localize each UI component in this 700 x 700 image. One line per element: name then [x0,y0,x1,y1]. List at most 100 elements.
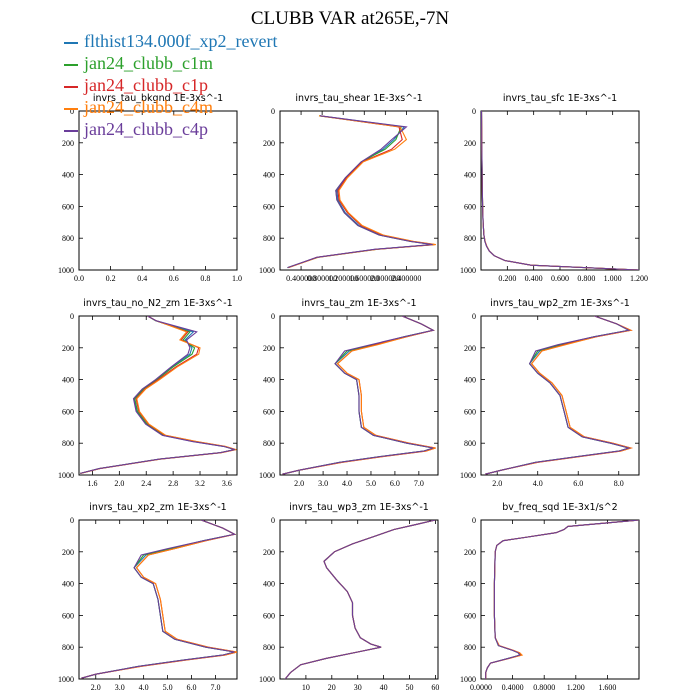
legend-item-3: jan24_clubb_c4m [64,96,277,118]
ytick-label-3-4: 800 [62,439,74,448]
ytick-label-2-0: 0 [472,107,476,116]
ytick-label-2-4: 800 [464,234,476,243]
panel-7: invrs_tau_wp3_zm 1E-3xs^-1 0 200 400 600 800 1… [259,502,439,692]
panel-title-5: invrs_tau_wp2_zm 1E-3xs^-1 [490,298,630,309]
panel-title-7: invrs_tau_wp3_zm 1E-3xs^-1 [289,502,429,513]
xtick-label-7-2: 30 [354,683,362,692]
xtick-label-4-5: 7.0 [414,479,424,488]
series-line-5-2 [484,316,633,475]
series-line-3-0 [80,316,236,474]
figure-title: CLUBB VAR at265E,-7N [250,8,450,29]
ytick-label-7-4: 800 [263,643,275,652]
series-line-2-2 [481,111,639,270]
xtick-label-5-1: 4.0 [533,479,543,488]
xtick-label-0-0: 0.0 [74,274,84,283]
ytick-label-0-2: 400 [62,171,74,180]
series-line-4-1 [282,316,435,475]
xtick-label-6-5: 7.0 [210,683,220,692]
xtick-label-1-1: 0.800000 [307,274,337,283]
ytick-label-3-5: 1000 [58,471,74,480]
series-line-3-4 [80,316,236,474]
ytick-label-8-1: 200 [464,548,476,557]
panel-frame-1 [279,110,439,271]
xtick-label-0-4: 0.8 [200,274,210,283]
panel-frame-8 [480,519,640,680]
ytick-label-1-2: 400 [263,171,275,180]
ytick-label-6-4: 800 [62,643,74,652]
ytick-label-4-0: 0 [271,312,275,321]
ytick-label-2-1: 200 [464,139,476,148]
series-line-8-1 [485,520,639,679]
xtick-label-5-0: 2.0 [492,479,502,488]
series-line-8-4 [485,520,639,679]
ytick-label-2-3: 600 [464,202,476,211]
panel-frame-6 [78,519,238,680]
series-line-7-2 [284,520,436,679]
xtick-label-1-2: 1.200000 [328,274,358,283]
xtick-label-2-5: 1.200 [630,274,648,283]
ytick-label-7-3: 600 [263,611,275,620]
legend-label-0: flthist134.000f_xp2_revert [84,31,278,51]
panel-0: invrs_tau_bkgnd 1E-3xs^-1 0 200 400 600 800 10… [58,93,242,283]
ytick-label-1-1: 200 [263,139,275,148]
series-line-6-2 [81,520,237,679]
series-line-2-4 [481,111,639,270]
legend-item-0: flthist134.000f_xp2_revert [64,30,277,52]
series-line-1-0 [288,115,433,269]
legend-label-3: jan24_clubb_c4m [84,97,213,117]
xtick-label-8-3: 1.200 [567,683,585,692]
xtick-label-6-3: 5.0 [163,683,173,692]
legend-swatch-3 [64,107,78,110]
ytick-label-8-4: 800 [464,643,476,652]
xtick-label-0-1: 0.2 [106,274,116,283]
ytick-label-5-1: 200 [464,344,476,353]
ytick-label-4-5: 1000 [259,471,275,480]
panel-title-6: invrs_tau_xp2_zm 1E-3xs^-1 [89,502,226,513]
legend-item-2: jan24_clubb_c1p [64,74,277,96]
legend: flthist134.000f_xp2_revert jan24_clubb_c… [64,30,277,140]
xtick-label-1-0: 0.400000 [286,274,316,283]
xtick-label-4-4: 6.0 [390,479,400,488]
series-line-2-1 [481,111,639,270]
panel-title-4: invrs_tau_zm 1E-3xs^-1 [302,298,417,309]
ytick-label-6-3: 600 [62,611,74,620]
xtick-label-7-5: 60 [431,683,439,692]
xtick-label-4-1: 3.0 [318,479,328,488]
series-line-4-0 [282,316,435,475]
xtick-label-4-3: 5.0 [366,479,376,488]
ytick-label-7-1: 200 [263,548,275,557]
ytick-label-2-2: 400 [464,171,476,180]
ytick-label-0-1: 200 [62,139,74,148]
series-line-6-3 [81,520,237,679]
xtick-label-6-0: 2.0 [91,683,101,692]
panel-title-2: invrs_tau_sfc 1E-3xs^-1 [503,93,617,104]
ytick-label-6-5: 1000 [58,675,74,684]
ytick-label-4-4: 800 [263,439,275,448]
panel-frame-5 [480,315,640,476]
series-line-5-3 [484,316,633,475]
xtick-label-1-5: 2.400000 [391,274,421,283]
ytick-label-5-2: 400 [464,376,476,385]
xtick-label-7-0: 10 [302,683,310,692]
xtick-label-5-2: 6.0 [573,479,583,488]
xtick-label-8-4: 1.600 [598,683,616,692]
ytick-label-3-0: 0 [70,312,74,321]
ytick-label-5-5: 1000 [460,471,476,480]
xtick-label-2-4: 1.000 [604,274,622,283]
ytick-label-6-1: 200 [62,548,74,557]
panel-frame-2 [480,110,640,271]
ytick-label-1-0: 0 [271,107,275,116]
series-line-8-3 [485,520,639,679]
series-line-2-3 [481,111,639,270]
legend-swatch-2 [64,85,78,88]
panel-5: invrs_tau_wp2_zm 1E-3xs^-1 0 200 400 600 800 1… [460,298,640,488]
xtick-label-2-2: 0.600 [551,274,569,283]
series-line-8-0 [485,520,639,679]
xtick-label-0-5: 1.0 [232,274,242,283]
legend-item-1: jan24_clubb_c1m [64,52,277,74]
ytick-label-6-2: 400 [62,580,74,589]
legend-swatch-1 [64,63,78,66]
ytick-label-0-0: 0 [70,107,74,116]
xtick-label-1-3: 1.600000 [349,274,379,283]
